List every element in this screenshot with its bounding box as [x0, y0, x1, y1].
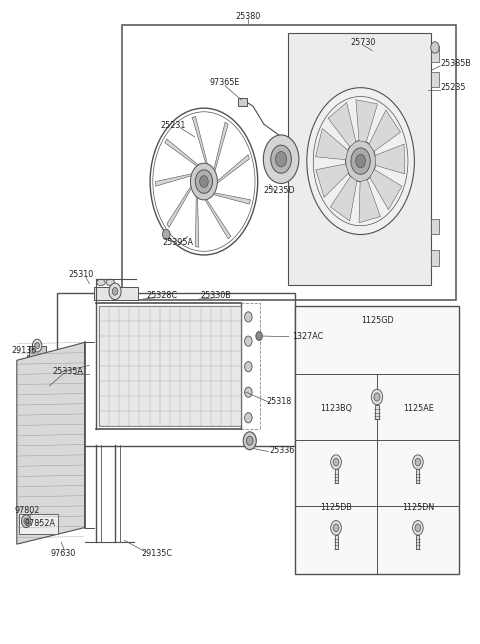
Circle shape: [415, 524, 420, 532]
Polygon shape: [316, 164, 348, 197]
Circle shape: [307, 88, 414, 234]
Polygon shape: [167, 186, 192, 227]
Circle shape: [35, 343, 39, 349]
Circle shape: [243, 432, 256, 450]
FancyBboxPatch shape: [27, 355, 47, 450]
Circle shape: [22, 515, 31, 527]
Polygon shape: [330, 176, 357, 221]
Circle shape: [256, 332, 263, 341]
Text: 1123BQ: 1123BQ: [320, 404, 352, 413]
Circle shape: [431, 42, 439, 53]
Text: 25235D: 25235D: [263, 186, 295, 195]
Polygon shape: [217, 155, 250, 183]
Polygon shape: [214, 122, 228, 171]
Text: 25385B: 25385B: [440, 59, 471, 68]
Polygon shape: [195, 196, 199, 247]
Polygon shape: [370, 169, 402, 210]
Text: 25380: 25380: [236, 12, 261, 21]
Text: 97630: 97630: [51, 549, 76, 558]
Circle shape: [245, 336, 252, 346]
Circle shape: [271, 145, 291, 173]
FancyBboxPatch shape: [295, 306, 459, 574]
Circle shape: [415, 459, 420, 466]
Polygon shape: [192, 117, 207, 164]
Text: 25328C: 25328C: [146, 290, 177, 299]
Text: 1125DB: 1125DB: [320, 503, 352, 511]
FancyBboxPatch shape: [94, 287, 138, 299]
Text: 25335A: 25335A: [53, 367, 84, 376]
Circle shape: [191, 163, 217, 200]
Circle shape: [24, 518, 28, 524]
Ellipse shape: [106, 279, 115, 285]
Circle shape: [331, 520, 341, 535]
Text: 1125AE: 1125AE: [403, 404, 433, 413]
Circle shape: [109, 283, 121, 299]
Circle shape: [245, 413, 252, 423]
Circle shape: [346, 140, 376, 182]
FancyBboxPatch shape: [19, 513, 58, 534]
Text: 1125DN: 1125DN: [402, 503, 434, 511]
Circle shape: [195, 170, 213, 193]
Circle shape: [331, 455, 341, 469]
Circle shape: [33, 339, 42, 352]
FancyBboxPatch shape: [431, 251, 439, 266]
Polygon shape: [205, 200, 231, 239]
Circle shape: [200, 176, 208, 187]
Text: 97365E: 97365E: [210, 78, 240, 87]
Text: 29135C: 29135C: [142, 549, 173, 558]
FancyBboxPatch shape: [335, 535, 337, 549]
Circle shape: [245, 312, 252, 322]
Polygon shape: [369, 110, 400, 151]
FancyBboxPatch shape: [28, 346, 46, 360]
Text: 1327AC: 1327AC: [292, 332, 323, 341]
Ellipse shape: [97, 279, 105, 285]
Circle shape: [351, 148, 370, 175]
Polygon shape: [328, 102, 356, 147]
Text: 1125GD: 1125GD: [360, 316, 393, 325]
FancyBboxPatch shape: [335, 469, 337, 483]
Circle shape: [372, 389, 383, 405]
Polygon shape: [165, 139, 198, 166]
Text: 97852A: 97852A: [24, 519, 56, 528]
Text: 25336: 25336: [269, 446, 294, 455]
Text: 25310: 25310: [69, 270, 94, 279]
Circle shape: [333, 459, 339, 466]
FancyBboxPatch shape: [416, 535, 420, 549]
Polygon shape: [315, 128, 348, 160]
FancyBboxPatch shape: [431, 218, 439, 234]
Text: 29136: 29136: [11, 346, 36, 355]
Circle shape: [333, 524, 339, 532]
Polygon shape: [214, 193, 251, 204]
Polygon shape: [356, 100, 378, 142]
Text: 25318: 25318: [266, 397, 291, 406]
Polygon shape: [359, 180, 381, 223]
Circle shape: [264, 135, 299, 184]
Polygon shape: [375, 144, 405, 174]
Circle shape: [245, 361, 252, 372]
Circle shape: [413, 455, 423, 469]
Circle shape: [245, 387, 252, 397]
Text: 25395A: 25395A: [163, 238, 194, 247]
FancyBboxPatch shape: [431, 46, 439, 62]
FancyBboxPatch shape: [288, 33, 431, 285]
Polygon shape: [17, 343, 84, 544]
FancyBboxPatch shape: [99, 306, 241, 426]
Text: 25330B: 25330B: [200, 290, 231, 299]
FancyBboxPatch shape: [375, 405, 379, 419]
Text: 25235: 25235: [440, 82, 466, 91]
Text: 97802: 97802: [15, 506, 40, 515]
Text: 25730: 25730: [350, 38, 376, 47]
FancyBboxPatch shape: [431, 71, 439, 87]
FancyBboxPatch shape: [238, 98, 247, 106]
Text: 25231: 25231: [161, 121, 186, 130]
FancyBboxPatch shape: [416, 469, 420, 483]
Circle shape: [356, 155, 365, 167]
Circle shape: [276, 151, 287, 167]
Circle shape: [112, 287, 118, 295]
Circle shape: [246, 436, 253, 445]
Polygon shape: [156, 174, 192, 186]
Circle shape: [413, 520, 423, 535]
Circle shape: [163, 229, 170, 240]
Circle shape: [374, 393, 380, 401]
